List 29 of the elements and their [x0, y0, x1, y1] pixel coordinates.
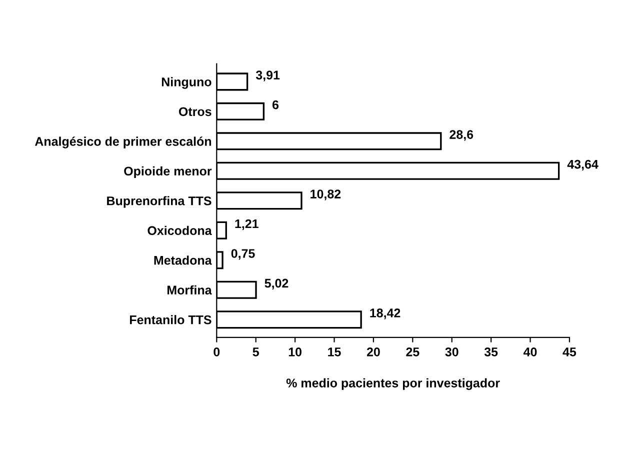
x-tick-label: 15	[328, 348, 341, 356]
data-label: 3,91	[256, 70, 280, 82]
y-tick-label: Opioide menor	[124, 166, 212, 178]
x-tick-label: 0	[214, 347, 220, 356]
y-tick-label: Buprenorfina TTS	[107, 196, 212, 208]
y-tick-label: Fentanilo TTS	[130, 315, 212, 324]
data-label: 18,42	[370, 308, 400, 320]
data-label: 6	[272, 100, 279, 110]
x-tick-label: 30	[445, 347, 458, 356]
data-label: 5,02	[264, 278, 288, 290]
x-tick-label: 40	[524, 347, 537, 356]
x-tick-label: 35	[484, 347, 498, 356]
x-tick-label: 20	[366, 347, 380, 356]
x-tick-label: 45	[562, 348, 576, 356]
data-label: 43,64	[567, 160, 598, 171]
x-tick-label: 5	[252, 348, 259, 356]
data-label: 1,21	[235, 219, 258, 230]
data-label: 0,75	[231, 249, 255, 260]
data-label: 28,6	[450, 130, 474, 141]
y-tick-label: Analgésico de primer escalón	[34, 136, 212, 148]
y-tick-label: Otros	[178, 107, 212, 116]
y-tick-label: Ninguno	[162, 77, 212, 89]
y-tick-label: Oxicodona	[148, 226, 212, 236]
x-tick-label: 10	[288, 347, 302, 356]
x-tick-label: 25	[406, 347, 420, 356]
data-label: 10,82	[310, 190, 341, 200]
y-tick-label: Metadona	[154, 256, 212, 265]
y-tick-label: Morfina	[167, 285, 212, 295]
x-axis-title: % medio pacientes por investigador	[286, 378, 500, 390]
